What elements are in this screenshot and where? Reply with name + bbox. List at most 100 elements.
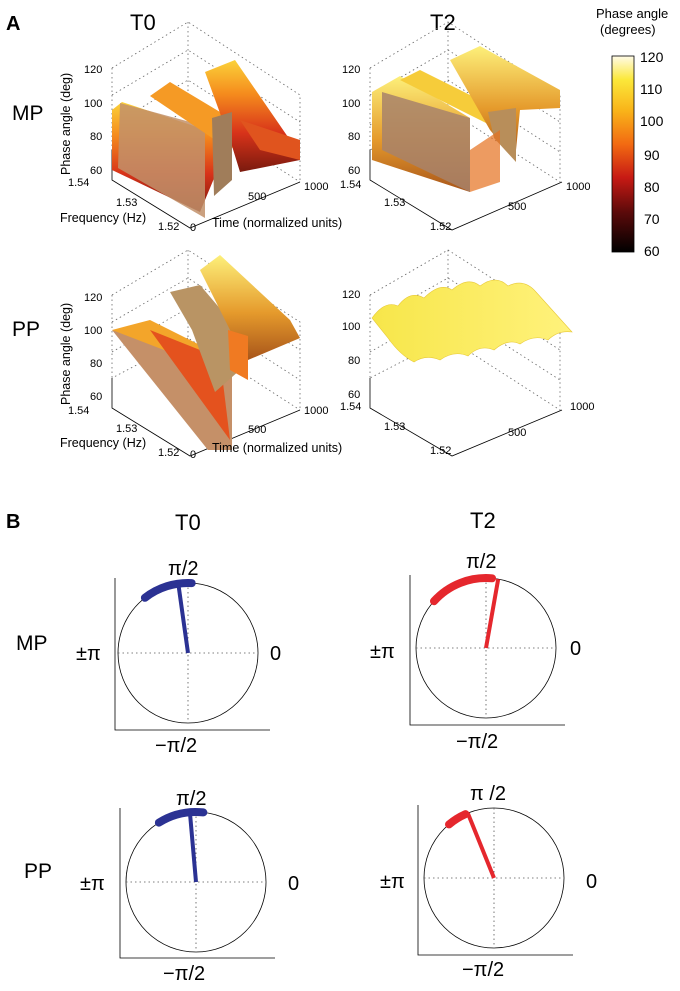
x-tick: 0	[190, 222, 196, 234]
polar-label-left: ±π	[80, 873, 105, 895]
polar-label-bottom: −π/2	[163, 963, 205, 985]
col-title-t0-a: T0	[130, 10, 156, 35]
polar-label-left: ±π	[380, 871, 405, 893]
z-tick: 120	[342, 289, 360, 301]
z-tick: 100	[84, 98, 102, 110]
z-tick: 80	[348, 355, 360, 367]
x-tick: 1000	[304, 181, 328, 193]
x-tick: 1000	[304, 405, 328, 417]
y-tick: 1.52	[158, 221, 179, 233]
surface-plot-pp-t2: 120 100 80 60 1.54 1.53 1.52 500 1000	[340, 249, 594, 457]
surface-edge	[240, 120, 300, 160]
polar-plot-mp-t0: π/2 ±π 0 −π/2	[76, 558, 281, 757]
polar-label-top: π /2	[470, 783, 506, 805]
z-tick: 60	[90, 391, 102, 403]
x-axis-label: Time (normalized units)	[212, 216, 342, 230]
z-tick: 80	[90, 131, 102, 143]
surface-fold-1	[382, 92, 470, 192]
z-tick: 60	[348, 165, 360, 177]
axis-frame	[119, 808, 275, 959]
y-tick: 1.54	[340, 179, 361, 191]
axis-frame	[369, 378, 563, 457]
z-tick: 100	[84, 325, 102, 337]
y-tick: 1.54	[68, 405, 89, 417]
polar-plot-mp-t2: π/2 ±π 0 −π/2	[370, 551, 581, 753]
y-tick: 1.53	[116, 423, 137, 435]
surface-ridge-2	[450, 46, 560, 160]
phase-arc	[430, 574, 497, 606]
x-tick: 0	[190, 449, 196, 461]
polar-label-top: π/2	[176, 788, 206, 810]
surface-edge	[228, 330, 248, 380]
x-tick: 500	[248, 191, 266, 203]
polar-label-right: 0	[288, 873, 299, 895]
y-axis-label: Frequency (Hz)	[60, 211, 146, 225]
polar-plot-pp-t0: π/2 ±π 0 −π/2	[80, 788, 299, 985]
colorbar-title-line2: (degrees)	[600, 22, 656, 37]
polar-label-bottom: −π/2	[155, 735, 197, 757]
y-tick: 1.52	[430, 221, 451, 233]
y-axis-label: Frequency (Hz)	[60, 436, 146, 450]
polar-label-right: 0	[570, 638, 581, 660]
col-title-t2-b: T2	[470, 508, 496, 533]
surface-ridge	[200, 255, 300, 360]
polar-plot-pp-t2: π /2 ±π 0 −π/2	[380, 783, 597, 981]
mean-vector	[187, 812, 198, 883]
row-label-mp-a: MP	[12, 102, 44, 125]
z-tick: 80	[90, 358, 102, 370]
y-tick: 1.53	[384, 197, 405, 209]
surface-flat	[371, 279, 573, 363]
colorbar-tick: 60	[644, 243, 660, 259]
axis-frame	[114, 578, 270, 731]
phase-arc	[154, 808, 208, 827]
row-label-mp-b: MP	[16, 632, 48, 655]
panel-a-label: A	[6, 13, 20, 35]
colorbar-tick: 120	[640, 49, 664, 65]
polar-label-left: ±π	[76, 643, 101, 665]
z-tick: 80	[348, 131, 360, 143]
surface-plot-mp-t0: 120 100 80 60 Phase angle (deg) 1.54 1.5…	[59, 21, 342, 234]
surface-plot-pp-t0: 120 100 80 60 Phase angle (deg) 1.54 1.5…	[59, 249, 342, 461]
polar-label-right: 0	[270, 643, 281, 665]
mean-vector	[465, 812, 496, 879]
surface-fold-2	[212, 112, 232, 196]
surface-plot-mp-t2: 120 100 80 60 1.54 1.53 1.52 500 1000	[340, 21, 590, 233]
surface-fold-2	[488, 108, 516, 162]
z-tick: 100	[342, 98, 360, 110]
axis-frame	[369, 150, 563, 231]
panel-b-label: B	[6, 511, 20, 533]
surface-edge	[470, 130, 500, 192]
axis-frame	[111, 378, 301, 457]
polar-label-top: π/2	[168, 558, 198, 580]
x-tick: 1000	[570, 401, 594, 413]
axis-frame	[409, 575, 565, 726]
y-tick: 1.54	[68, 177, 89, 189]
colorbar-tick: 110	[640, 81, 663, 97]
colorbar-tick: 90	[644, 147, 660, 163]
y-tick: 1.53	[116, 197, 137, 209]
z-axis-label: Phase angle (deg)	[59, 303, 73, 405]
colorbar-tick: 100	[640, 113, 664, 129]
z-tick: 120	[342, 64, 360, 76]
row-label-pp-b: PP	[24, 860, 52, 883]
surface-ridge-1	[400, 70, 500, 125]
y-tick: 1.54	[340, 401, 361, 413]
x-tick: 500	[508, 427, 526, 439]
colorbar: Phase angle (degrees) 120 110 100 90 80 …	[596, 6, 668, 259]
x-axis-label: Time (normalized units)	[212, 441, 342, 455]
z-tick: 100	[342, 321, 360, 333]
y-tick: 1.52	[430, 445, 451, 457]
polar-label-bottom: −π/2	[456, 731, 498, 753]
phase-arc	[445, 810, 470, 829]
colorbar-tick: 80	[644, 179, 660, 195]
phase-arc	[140, 579, 196, 602]
y-tick: 1.52	[158, 447, 179, 459]
x-tick: 500	[508, 201, 526, 213]
row-label-pp-a: PP	[12, 318, 40, 341]
y-tick: 1.53	[384, 421, 405, 433]
colorbar-title-line1: Phase angle	[596, 6, 668, 21]
mean-vector	[176, 583, 190, 654]
z-tick: 60	[348, 389, 360, 401]
z-tick: 120	[84, 64, 102, 76]
